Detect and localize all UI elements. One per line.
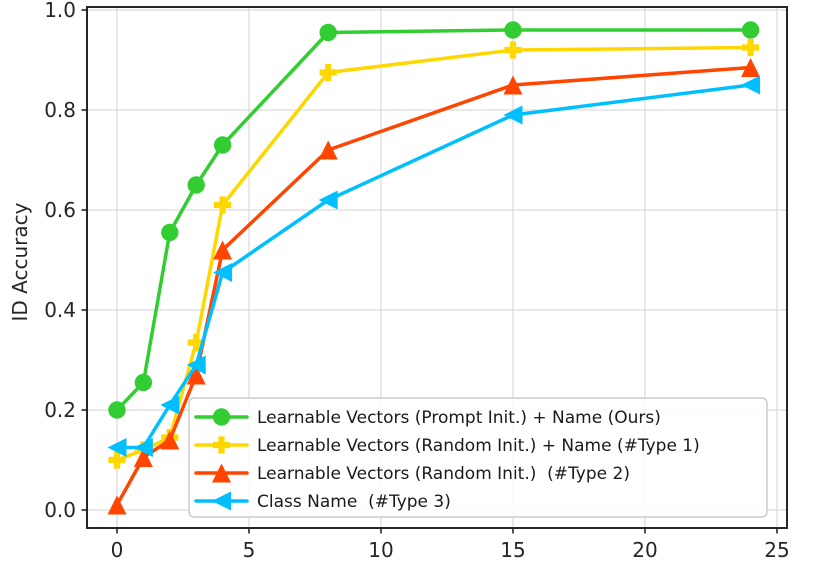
series-3	[107, 75, 761, 457]
data-point-triangle-left-marker	[318, 190, 338, 210]
legend-label: Learnable Vectors (Prompt Init.) + Name …	[257, 408, 661, 428]
data-point-circle-marker	[741, 21, 760, 39]
x-tick-label: 20	[632, 538, 657, 562]
data-point-circle-marker	[187, 176, 205, 194]
y-tick-label: 0.4	[44, 298, 76, 322]
y-axis-label: ID Accuracy	[8, 202, 32, 321]
x-tick-label: 5	[243, 538, 256, 562]
data-point-triangle-up-marker	[186, 365, 206, 385]
data-point-circle-marker	[108, 401, 126, 419]
data-point-triangle-left-marker	[213, 263, 233, 282]
legend-label: Learnable Vectors (Random Init.) + Name …	[257, 436, 700, 456]
legend-circle-marker	[212, 408, 231, 426]
data-point-circle-marker	[161, 223, 179, 242]
plot-border	[86, 6, 788, 529]
data-point-plus-marker	[187, 333, 205, 352]
legend-item: Learnable Vectors (Random Init.) + Name …	[194, 436, 700, 456]
legend-label: Learnable Vectors (Random Init.) (#Type …	[257, 464, 630, 484]
y-tick-label: 0.2	[44, 398, 76, 422]
legend-triangle-up-marker	[212, 463, 231, 483]
y-axis: 0.0 0.2 0.4 0.6 0.8 1.0	[44, 0, 87, 522]
x-tick-label: 25	[764, 538, 789, 562]
data-point-triangle-up-marker	[503, 75, 523, 95]
legend-box	[188, 397, 768, 518]
data-point-triangle-up-marker	[107, 495, 127, 515]
data-point-triangle-up-marker	[133, 448, 153, 467]
legend-label: Class Name (#Type 3)	[257, 492, 451, 512]
series-line	[115, 83, 753, 450]
data-point-triangle-left-marker	[160, 395, 180, 415]
data-point-triangle-left-marker	[133, 438, 153, 457]
series-line	[115, 28, 753, 412]
legend: Learnable Vectors (Prompt Init.) + Name …	[188, 397, 768, 518]
data-point-plus-marker	[108, 451, 126, 469]
data-point-triangle-up-marker	[213, 240, 233, 260]
x-tick-label: 0	[111, 538, 124, 562]
legend-triangle-left-marker	[212, 491, 231, 511]
y-tick-label: 0.8	[44, 98, 76, 122]
x-tick-label: 15	[500, 538, 525, 562]
x-axis: 0 5 10 15 20 25	[111, 528, 790, 562]
legend-plus-marker	[212, 436, 231, 454]
y-tick-label: 0.0	[44, 498, 76, 522]
data-point-triangle-left-marker	[741, 75, 761, 95]
data-point-plus-marker	[504, 41, 522, 59]
data-point-plus-marker	[213, 196, 232, 214]
data-point-triangle-left-marker	[107, 438, 127, 457]
data-point-triangle-left-marker	[503, 105, 523, 125]
legend-item: Class Name (#Type 3)	[194, 491, 451, 512]
data-point-triangle-left-marker	[186, 355, 206, 375]
y-tick-label: 0.6	[44, 198, 76, 222]
data-point-circle-marker	[213, 136, 232, 154]
legend-item: Learnable Vectors (Prompt Init.) + Name …	[194, 408, 661, 428]
data-point-triangle-up-marker	[318, 140, 338, 160]
data-point-plus-marker	[319, 63, 337, 82]
data-point-plus-marker	[741, 38, 760, 57]
data-point-triangle-up-marker	[160, 430, 180, 450]
y-tick-label: 1.0	[44, 0, 76, 22]
x-tick-label: 10	[368, 538, 393, 562]
series-0	[108, 21, 760, 419]
legend-item: Learnable Vectors (Random Init.) (#Type …	[194, 463, 630, 484]
data-point-circle-marker	[319, 23, 337, 42]
data-point-circle-marker	[504, 21, 522, 39]
data-point-circle-marker	[134, 373, 153, 392]
data-point-triangle-up-marker	[741, 58, 761, 77]
